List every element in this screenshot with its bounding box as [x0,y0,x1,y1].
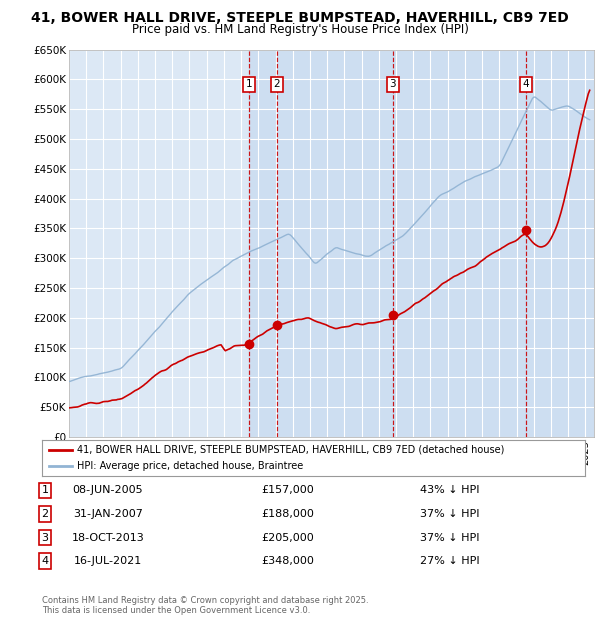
Text: 41, BOWER HALL DRIVE, STEEPLE BUMPSTEAD, HAVERHILL, CB9 7ED (detached house): 41, BOWER HALL DRIVE, STEEPLE BUMPSTEAD,… [77,445,505,455]
Text: £205,000: £205,000 [262,533,314,542]
Text: 1: 1 [41,485,49,495]
Text: 4: 4 [523,79,529,89]
Text: HPI: Average price, detached house, Braintree: HPI: Average price, detached house, Brai… [77,461,304,471]
Text: 08-JUN-2005: 08-JUN-2005 [73,485,143,495]
Text: £348,000: £348,000 [262,556,314,566]
Text: 16-JUL-2021: 16-JUL-2021 [74,556,142,566]
Bar [277,50,392,437]
Text: Contains HM Land Registry data © Crown copyright and database right 2025.
This d: Contains HM Land Registry data © Crown c… [42,596,368,615]
Bar [526,50,594,437]
Text: 1: 1 [245,79,252,89]
Text: 3: 3 [389,79,396,89]
Text: 37% ↓ HPI: 37% ↓ HPI [420,533,479,542]
Text: 31-JAN-2007: 31-JAN-2007 [73,509,143,519]
Text: £157,000: £157,000 [262,485,314,495]
Bar [392,50,526,437]
Text: 2: 2 [41,509,49,519]
Text: 18-OCT-2013: 18-OCT-2013 [71,533,145,542]
Text: 4: 4 [41,556,49,566]
Text: 37% ↓ HPI: 37% ↓ HPI [420,509,479,519]
Text: Price paid vs. HM Land Registry's House Price Index (HPI): Price paid vs. HM Land Registry's House … [131,23,469,36]
Text: 43% ↓ HPI: 43% ↓ HPI [420,485,479,495]
Text: 2: 2 [274,79,280,89]
Text: 41, BOWER HALL DRIVE, STEEPLE BUMPSTEAD, HAVERHILL, CB9 7ED: 41, BOWER HALL DRIVE, STEEPLE BUMPSTEAD,… [31,11,569,25]
Bar [249,50,277,437]
Text: 3: 3 [41,533,49,542]
Text: 27% ↓ HPI: 27% ↓ HPI [420,556,479,566]
Text: £188,000: £188,000 [262,509,314,519]
